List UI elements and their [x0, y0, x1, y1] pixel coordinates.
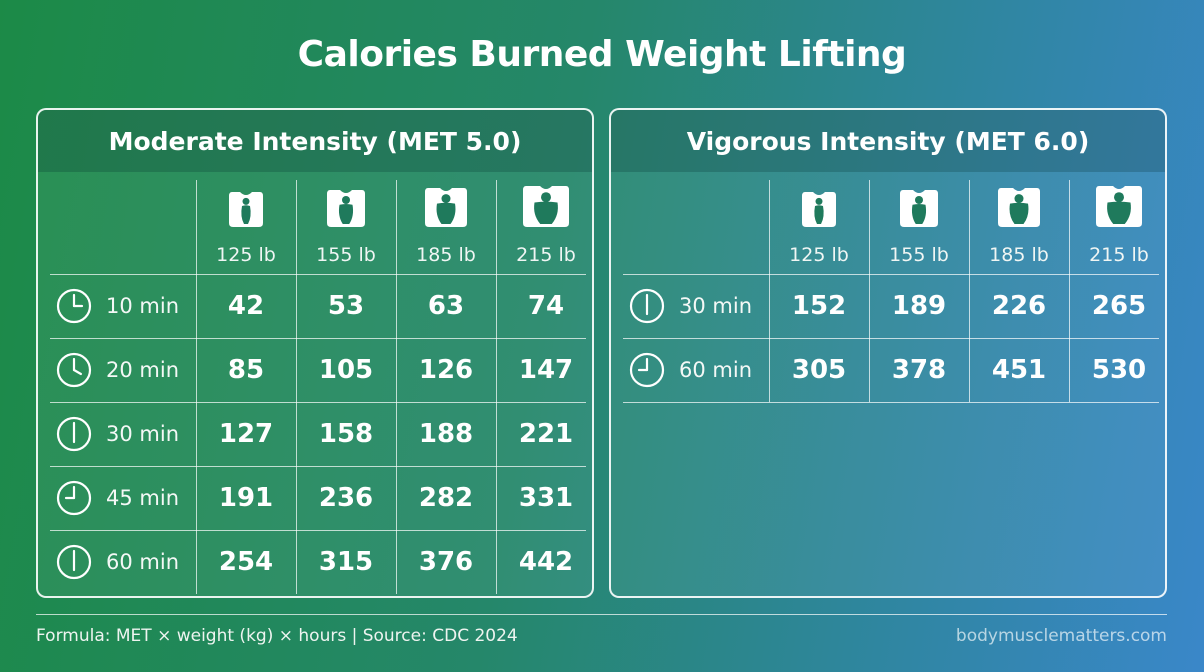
weight-icon-svg [425, 188, 467, 227]
calorie-value: 331 [518, 483, 574, 513]
calorie-value: 188 [418, 419, 474, 449]
page-title: Calories Burned Weight Lifting [297, 34, 907, 75]
column-header: 185 lb [416, 244, 476, 266]
weight-icon-svg [1096, 186, 1142, 227]
clock-icon-svg [56, 352, 92, 388]
column-header: 125 lb [789, 244, 849, 266]
weight-icon-svg [523, 186, 569, 227]
column-header: 215 lb [516, 244, 576, 266]
clock-icon [56, 544, 92, 580]
panel-title: Vigorous Intensity (MET 6.0) [611, 110, 1165, 172]
calorie-value: 189 [891, 291, 947, 321]
calorie-value: 254 [218, 547, 274, 577]
row-label: 10 min [106, 294, 179, 318]
calorie-value: 85 [227, 355, 265, 385]
row-divider [50, 274, 586, 275]
calorie-value: 226 [991, 291, 1047, 321]
calorie-value: 265 [1091, 291, 1147, 321]
calorie-value: 105 [318, 355, 374, 385]
panel-title: Moderate Intensity (MET 5.0) [38, 110, 592, 172]
weight-icon [326, 188, 366, 228]
column-header: 155 lb [316, 244, 376, 266]
clock-icon-svg [629, 352, 665, 388]
calorie-value: 305 [791, 355, 847, 385]
row-divider [50, 530, 586, 531]
calorie-value: 442 [518, 547, 574, 577]
panel: Moderate Intensity (MET 5.0) 125 lb 155 lb… [36, 108, 594, 598]
calorie-value: 378 [891, 355, 947, 385]
column-divider [196, 180, 197, 594]
weight-icon-svg [327, 190, 365, 227]
column-divider [769, 180, 770, 402]
column-divider [296, 180, 297, 594]
row-label: 60 min [106, 550, 179, 574]
column-header: 155 lb [889, 244, 949, 266]
calorie-value: 530 [1091, 355, 1147, 385]
column-divider [969, 180, 970, 402]
calorie-value: 127 [218, 419, 274, 449]
column-divider [1069, 180, 1070, 402]
clock-icon [56, 352, 92, 388]
column-divider [396, 180, 397, 594]
row-label: 45 min [106, 486, 179, 510]
weight-icon [899, 188, 939, 228]
row-divider [50, 466, 586, 467]
calorie-value: 42 [227, 291, 265, 321]
clock-icon [56, 288, 92, 324]
clock-icon [629, 352, 665, 388]
calorie-value: 147 [518, 355, 574, 385]
weight-icon [801, 190, 837, 228]
weight-icon [997, 186, 1041, 228]
calorie-value: 282 [418, 483, 474, 513]
calorie-value: 152 [791, 291, 847, 321]
row-divider [623, 338, 1159, 339]
calorie-value: 63 [427, 291, 465, 321]
clock-icon [56, 416, 92, 452]
row-label: 20 min [106, 358, 179, 382]
calorie-value: 53 [327, 291, 365, 321]
weight-icon-svg [229, 192, 263, 227]
calorie-value: 191 [218, 483, 274, 513]
weight-icon [522, 184, 570, 228]
column-divider [496, 180, 497, 594]
calorie-value: 451 [991, 355, 1047, 385]
row-divider [50, 402, 586, 403]
clock-icon-svg [56, 416, 92, 452]
row-label: 60 min [679, 358, 752, 382]
calorie-value: 236 [318, 483, 374, 513]
footer-note: Formula: MET × weight (kg) × hours | Sou… [36, 626, 518, 646]
panel: Vigorous Intensity (MET 6.0) 125 lb 155 lb… [609, 108, 1167, 598]
weight-icon [424, 186, 468, 228]
weight-icon-svg [998, 188, 1040, 227]
calorie-value: 74 [527, 291, 565, 321]
clock-icon-svg [56, 544, 92, 580]
calorie-value: 158 [318, 419, 374, 449]
weight-icon [228, 190, 264, 228]
clock-icon-svg [629, 288, 665, 324]
weight-icon [1095, 184, 1143, 228]
footer-site: bodymusclematters.com [955, 626, 1167, 646]
row-divider [623, 402, 1159, 403]
clock-icon [56, 480, 92, 516]
calorie-value: 221 [518, 419, 574, 449]
row-label: 30 min [679, 294, 752, 318]
clock-icon [629, 288, 665, 324]
calorie-value: 376 [418, 547, 474, 577]
clock-icon-svg [56, 480, 92, 516]
calorie-value: 126 [418, 355, 474, 385]
clock-icon-svg [56, 288, 92, 324]
column-divider [869, 180, 870, 402]
weight-icon-svg [900, 190, 938, 227]
column-header: 215 lb [1089, 244, 1149, 266]
row-divider [623, 274, 1159, 275]
column-header: 125 lb [216, 244, 276, 266]
column-header: 185 lb [989, 244, 1049, 266]
calorie-value: 315 [318, 547, 374, 577]
row-label: 30 min [106, 422, 179, 446]
row-divider [50, 338, 586, 339]
weight-icon-svg [802, 192, 836, 227]
footer-divider [36, 614, 1167, 615]
